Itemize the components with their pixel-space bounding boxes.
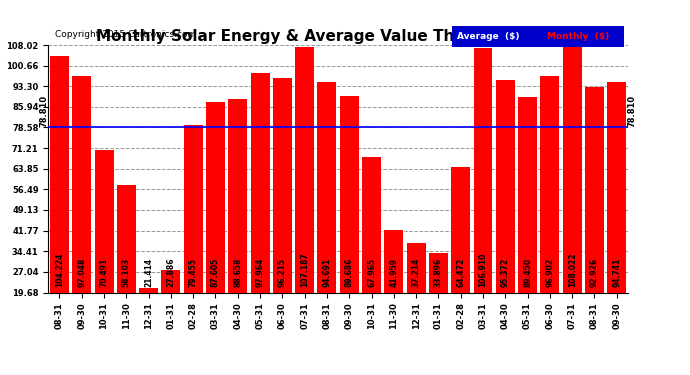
Text: Average  ($): Average ($) [457, 32, 520, 41]
Text: 67.965: 67.965 [367, 258, 376, 287]
Bar [473, 48, 493, 292]
Text: 89.686: 89.686 [345, 258, 354, 287]
Bar [317, 82, 337, 292]
Bar [72, 76, 91, 292]
Text: 108.022: 108.022 [568, 252, 577, 287]
Text: 94.741: 94.741 [612, 258, 621, 287]
Text: 96.902: 96.902 [545, 258, 554, 287]
Bar [518, 97, 537, 292]
Bar [184, 125, 203, 292]
Bar [496, 80, 515, 292]
Bar [228, 99, 247, 292]
Bar [250, 73, 270, 292]
Text: 70.491: 70.491 [99, 258, 108, 287]
Bar [339, 96, 359, 292]
Text: 97.048: 97.048 [77, 258, 86, 287]
Bar [362, 157, 381, 292]
Text: 21.414: 21.414 [144, 258, 153, 287]
Bar [607, 82, 627, 292]
Text: Copyright 2015 Cartronics.com: Copyright 2015 Cartronics.com [55, 30, 197, 39]
Text: 106.910: 106.910 [478, 252, 488, 287]
Text: 64.472: 64.472 [456, 258, 465, 287]
Bar [451, 167, 470, 292]
Text: 33.896: 33.896 [434, 258, 443, 287]
Text: 37.214: 37.214 [412, 258, 421, 287]
Bar [161, 270, 180, 292]
Bar [139, 288, 158, 292]
Bar [563, 45, 582, 292]
Bar [50, 56, 69, 292]
Title: Monthly Solar Energy & Average Value Thu Oct 22 18:02: Monthly Solar Energy & Average Value Thu… [96, 29, 580, 44]
Text: 96.215: 96.215 [278, 258, 287, 287]
Text: 89.450: 89.450 [523, 258, 532, 287]
Text: 97.964: 97.964 [255, 258, 264, 287]
Bar [384, 230, 404, 292]
Text: Monthly  ($): Monthly ($) [547, 32, 609, 41]
Text: 104.224: 104.224 [55, 252, 64, 287]
Bar [406, 243, 426, 292]
Text: 79.455: 79.455 [188, 258, 198, 287]
Bar [95, 150, 114, 292]
Text: 94.691: 94.691 [322, 258, 331, 287]
Text: 41.959: 41.959 [389, 258, 398, 287]
Bar [206, 102, 225, 292]
Text: 58.103: 58.103 [122, 258, 131, 287]
Text: 88.658: 88.658 [233, 258, 242, 287]
Bar [117, 185, 136, 292]
Bar [429, 253, 448, 292]
Bar [540, 76, 560, 292]
Text: 27.886: 27.886 [166, 257, 175, 287]
Text: 87.605: 87.605 [211, 258, 220, 287]
Text: 107.187: 107.187 [300, 252, 309, 287]
Text: 78.810: 78.810 [39, 95, 48, 128]
Text: 92.926: 92.926 [590, 258, 599, 287]
Text: 95.372: 95.372 [501, 258, 510, 287]
Text: 78.810: 78.810 [628, 95, 637, 128]
Bar [585, 87, 604, 292]
Bar [295, 47, 314, 292]
Bar [273, 78, 292, 292]
